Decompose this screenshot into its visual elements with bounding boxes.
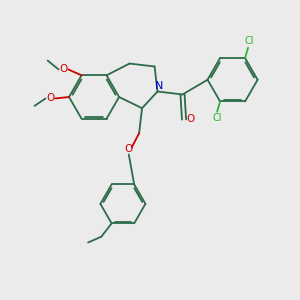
Text: Cl: Cl (213, 113, 223, 123)
Text: O: O (125, 144, 133, 154)
Text: N: N (155, 81, 163, 91)
Text: O: O (186, 115, 195, 124)
Text: O: O (46, 94, 54, 103)
Text: Cl: Cl (245, 36, 254, 46)
Text: O: O (59, 64, 68, 74)
